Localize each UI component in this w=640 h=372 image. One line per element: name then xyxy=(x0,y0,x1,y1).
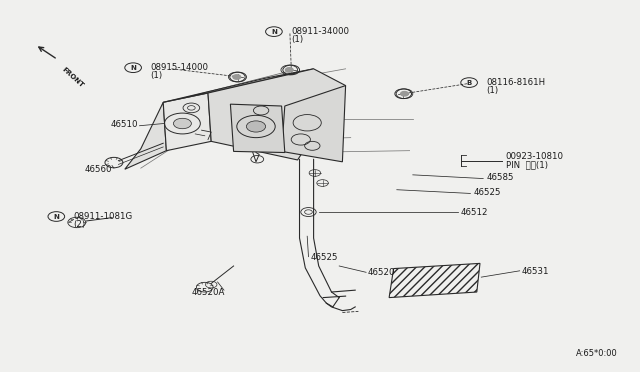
Polygon shape xyxy=(230,104,285,153)
Circle shape xyxy=(285,68,293,72)
Polygon shape xyxy=(163,93,211,151)
Text: 46512: 46512 xyxy=(461,208,488,217)
Text: 46525: 46525 xyxy=(474,188,501,197)
Circle shape xyxy=(246,121,266,132)
Text: 46585: 46585 xyxy=(486,173,514,182)
Text: 08911-1081G: 08911-1081G xyxy=(74,212,133,221)
Text: (1): (1) xyxy=(291,35,303,44)
Text: 46531: 46531 xyxy=(522,267,549,276)
Text: N: N xyxy=(53,214,60,219)
Circle shape xyxy=(233,75,241,79)
Text: 46560: 46560 xyxy=(84,165,112,174)
Polygon shape xyxy=(208,69,346,160)
Text: N: N xyxy=(130,65,136,71)
Polygon shape xyxy=(282,86,346,162)
Text: 46520A: 46520A xyxy=(191,288,225,296)
Text: (1): (1) xyxy=(486,86,499,95)
Text: 00923-10810: 00923-10810 xyxy=(506,153,564,161)
Text: 46525: 46525 xyxy=(310,253,338,262)
Text: FRONT: FRONT xyxy=(61,66,85,89)
Text: (2): (2) xyxy=(74,220,86,229)
Polygon shape xyxy=(125,102,166,169)
Text: A:65*0:00: A:65*0:00 xyxy=(576,349,618,358)
Text: 46520: 46520 xyxy=(368,268,396,277)
Circle shape xyxy=(173,118,191,129)
Text: B: B xyxy=(467,80,472,86)
Text: 08915-14000: 08915-14000 xyxy=(150,63,209,72)
Text: 08911-34000: 08911-34000 xyxy=(291,27,349,36)
Text: N: N xyxy=(271,29,277,35)
Circle shape xyxy=(401,92,408,96)
Text: 08116-8161H: 08116-8161H xyxy=(486,78,545,87)
Text: 46510: 46510 xyxy=(110,120,138,129)
Text: (1): (1) xyxy=(150,71,163,80)
Polygon shape xyxy=(163,69,314,102)
Text: PIN  ビン(1): PIN ビン(1) xyxy=(506,161,548,170)
